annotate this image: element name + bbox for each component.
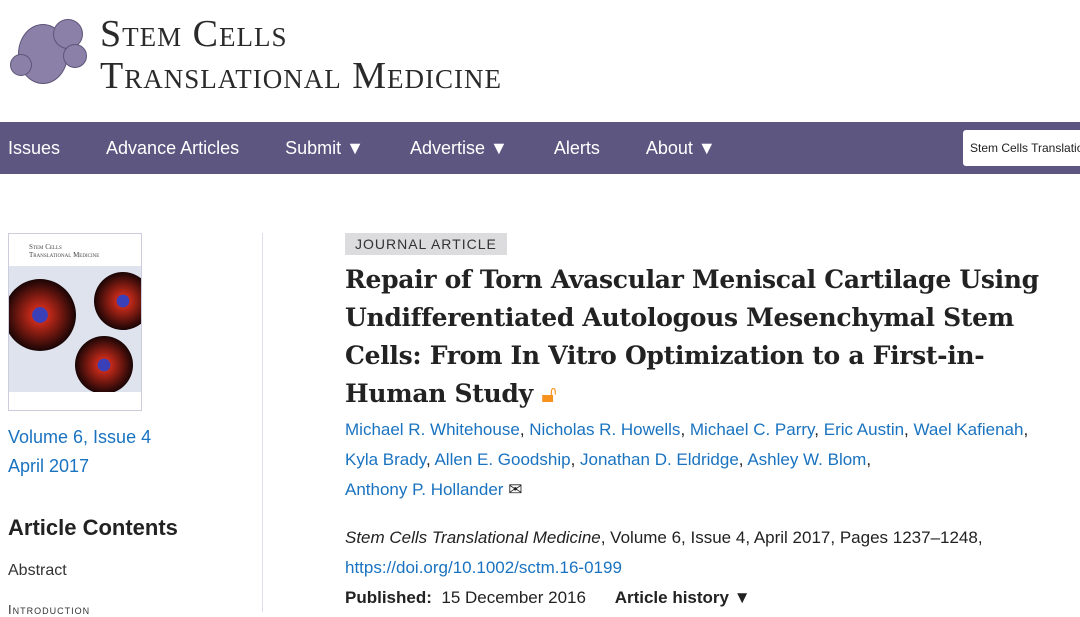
author-link[interactable]: Michael C. Parry — [689, 420, 815, 439]
logo-line-2: Translational Medicine — [100, 55, 502, 97]
open-access-icon: 🔓︎ — [541, 380, 557, 408]
published-label: Published: — [345, 588, 432, 607]
nav-advance-articles[interactable]: Advance Articles — [106, 137, 240, 158]
author-link[interactable]: Allen E. Goodship — [434, 450, 571, 469]
published-date: 15 December 2016 — [441, 588, 586, 607]
cell-cluster-logo-icon — [8, 14, 90, 96]
issue-cover-image[interactable]: Stem Cells Translational Medicine — [8, 233, 142, 411]
nav-alerts[interactable]: Alerts — [553, 137, 600, 158]
column-divider — [262, 233, 263, 612]
logo-line-1: Stem Cells — [100, 13, 288, 55]
issue-date-link[interactable]: April 2017 — [8, 456, 90, 476]
article-contents-heading: Article Contents — [8, 515, 178, 540]
journal-name: Stem Cells Translational Medicine — [345, 528, 601, 547]
cover-title-2: Translational Medicine — [29, 250, 100, 259]
author-link[interactable]: Nicholas R. Howells — [529, 420, 681, 439]
nav-submit[interactable]: Submit ▼ — [285, 137, 364, 158]
publication-info: Published: 15 December 2016 Article hist… — [345, 583, 1080, 613]
article-header: JOURNAL ARTICLE Repair of Torn Avascular… — [345, 233, 1080, 613]
author-link[interactable]: Eric Austin — [823, 420, 905, 439]
contents-abstract-link[interactable]: Abstract — [8, 562, 67, 579]
nav-issues[interactable]: Issues — [8, 137, 61, 158]
author-link[interactable]: Anthony P. Hollander — [345, 480, 504, 499]
issue-volume-link[interactable]: Volume 6, Issue 4 — [8, 427, 152, 447]
article-title: Repair of Torn Avascular Meniscal Cartil… — [345, 261, 1080, 413]
citation: Stem Cells Translational Medicine, Volum… — [345, 523, 1080, 553]
article-history-toggle[interactable]: Article history ▼ — [614, 588, 751, 607]
author-link[interactable]: Wael Kafienah — [913, 420, 1024, 439]
cover-title-1: Stem Cells — [29, 243, 62, 251]
nav-advertise[interactable]: Advertise ▼ — [409, 137, 508, 158]
main-nav: Issues Advance Articles Submit ▼ Adverti… — [0, 122, 1080, 174]
email-envelope-icon[interactable]: ✉ — [508, 480, 523, 499]
article-type-badge: JOURNAL ARTICLE — [345, 233, 507, 255]
author-list: Michael R. Whitehouse, Nicholas R. Howel… — [345, 420, 1029, 499]
doi-link[interactable]: https://doi.org/10.1002/sctm.16-0199 — [345, 558, 622, 577]
author-link[interactable]: Jonathan D. Eldridge — [580, 450, 739, 469]
citation-details: , Volume 6, Issue 4, April 2017, Pages 1… — [600, 528, 983, 547]
author-link[interactable]: Kyla Brady — [345, 450, 426, 469]
journal-logo[interactable]: Stem Cells Translational Medicine — [8, 14, 502, 96]
article-title-text: Repair of Torn Avascular Meniscal Cartil… — [345, 265, 1039, 408]
author-link[interactable]: Ashley W. Blom — [747, 450, 867, 469]
author-link[interactable]: Michael R. Whitehouse — [345, 420, 520, 439]
contents-introduction-link[interactable]: Introduction — [8, 602, 91, 617]
search-scope-select[interactable]: Stem Cells Translational Medicine — [963, 130, 1080, 166]
nav-about[interactable]: About ▼ — [645, 137, 716, 158]
